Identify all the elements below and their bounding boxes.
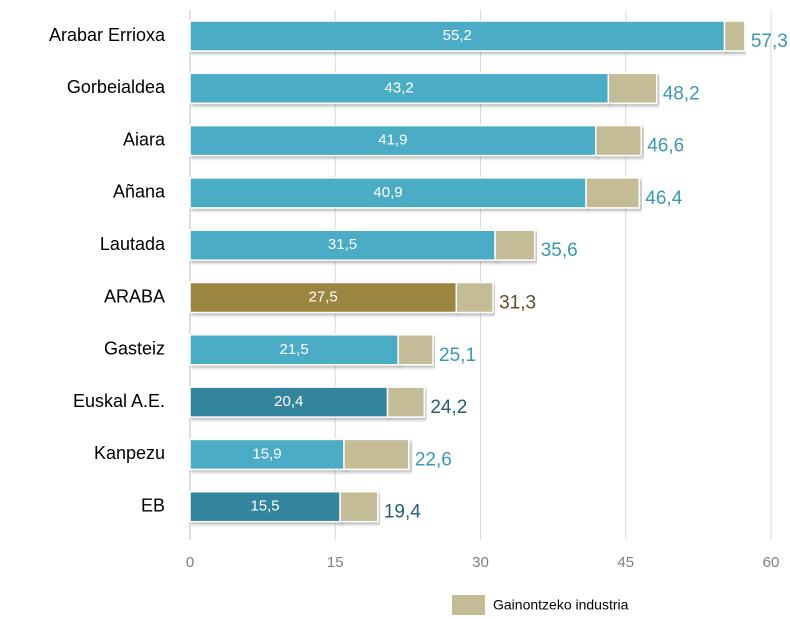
bar-segment xyxy=(339,490,379,523)
bar-segment xyxy=(189,386,389,418)
bar-segment xyxy=(189,177,587,209)
value-label: 43,2 xyxy=(385,79,414,96)
total-label: 35,6 xyxy=(541,240,578,261)
value-label: 41,9 xyxy=(378,132,407,149)
value-label: 40,9 xyxy=(373,184,402,201)
total-label: 31,3 xyxy=(499,293,536,314)
x-tick-label: 30 xyxy=(472,554,489,571)
bar-segment xyxy=(343,438,410,471)
bar-segment xyxy=(585,177,641,209)
bar-segment xyxy=(189,438,345,471)
total-label: 46,4 xyxy=(645,188,682,209)
x-tick-label: 60 xyxy=(763,554,780,571)
y-tick-label: Gorbeialdea xyxy=(67,77,166,97)
value-label: 15,5 xyxy=(250,498,279,515)
value-label: 21,5 xyxy=(279,341,308,358)
total-label: 22,6 xyxy=(415,449,452,470)
total-label: 25,1 xyxy=(439,345,476,366)
total-label: 19,4 xyxy=(384,502,421,523)
total-label: 48,2 xyxy=(663,83,700,104)
value-label: 31,5 xyxy=(328,236,357,253)
total-label: 24,2 xyxy=(430,397,467,418)
bar-segment xyxy=(723,20,746,52)
bar-segment xyxy=(594,124,642,157)
bar-segment xyxy=(189,20,726,52)
bar-segment xyxy=(189,334,399,366)
bar-segment xyxy=(397,334,434,366)
y-tick-label: EB xyxy=(141,495,165,515)
y-tick-label: Kanpezu xyxy=(94,443,165,463)
y-tick-label: ARABA xyxy=(104,286,165,306)
value-label: 27,5 xyxy=(309,288,338,305)
bar-segment xyxy=(607,72,658,105)
y-tick-label: Lautada xyxy=(100,234,166,254)
bar-segment xyxy=(189,281,458,314)
y-tick-label: Añana xyxy=(113,182,166,202)
legend-swatch xyxy=(452,595,485,615)
value-label: 15,9 xyxy=(252,445,281,462)
x-tick-label: 0 xyxy=(186,554,194,571)
total-label: 57,3 xyxy=(751,31,788,52)
bar-segment xyxy=(455,281,494,314)
y-tick-label: Gasteiz xyxy=(104,339,165,359)
bar-segment xyxy=(189,229,496,261)
value-label: 55,2 xyxy=(443,27,472,44)
bar-segment xyxy=(494,229,536,261)
x-tick-label: 45 xyxy=(617,554,634,571)
y-tick-label: Arabar Errioxa xyxy=(49,25,166,45)
legend-label: Gainontzeko industria xyxy=(493,597,629,613)
bar-segment xyxy=(386,386,426,418)
total-label: 46,6 xyxy=(647,136,684,157)
bar-segment xyxy=(189,490,341,523)
x-tick-label: 15 xyxy=(327,554,344,571)
y-tick-label: Aiara xyxy=(123,129,166,149)
value-label: 20,4 xyxy=(274,393,303,410)
y-tick-label: Euskal A.E. xyxy=(73,391,165,411)
